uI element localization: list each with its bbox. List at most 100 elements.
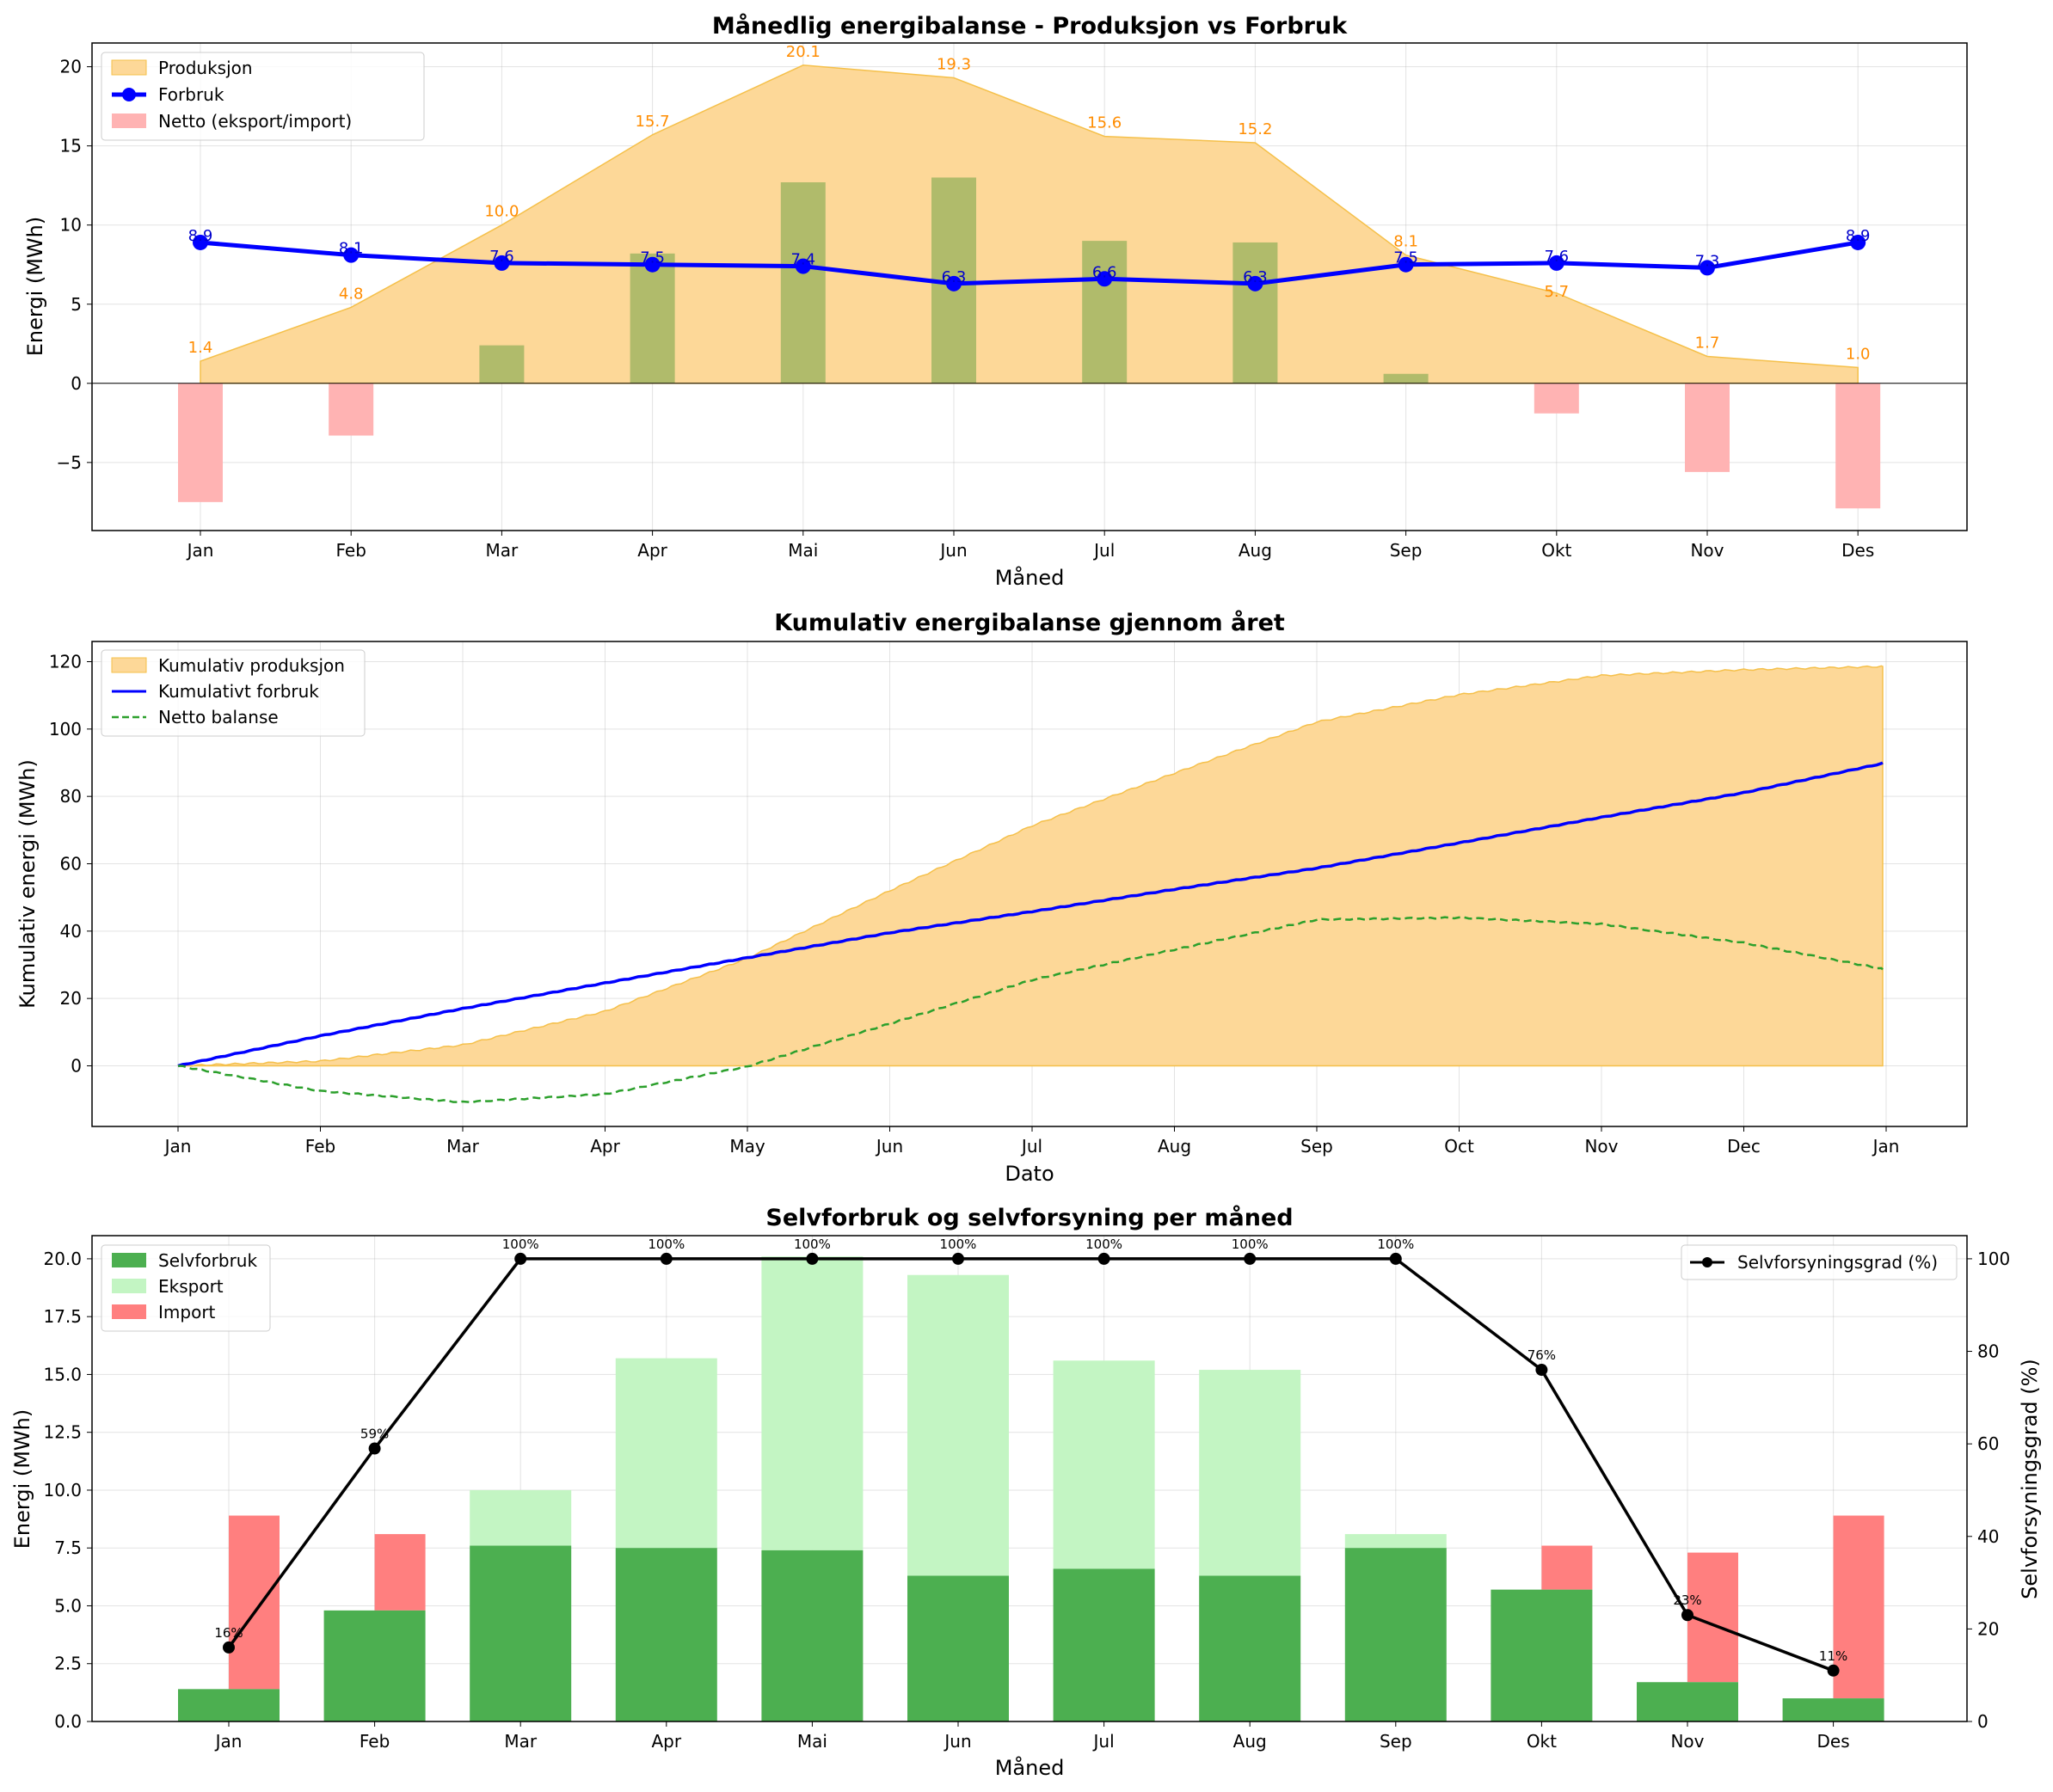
self-sufficiency-label: 100%	[1377, 1237, 1414, 1252]
net-bar-Des	[1835, 383, 1881, 509]
y-tick-label: 5.0	[54, 1595, 82, 1616]
legend-1: Produksjon Forbruk Netto (eksport/import…	[101, 52, 425, 141]
plot-frame-1	[91, 42, 1968, 531]
plot-frame-2	[91, 641, 1968, 1127]
net-bar-Mar	[479, 345, 525, 384]
export-bar-Apr	[615, 1358, 717, 1549]
x-tick-label: Feb	[305, 1136, 335, 1157]
y-tick-label: 60	[60, 854, 82, 875]
production-value-label: 1.7	[1695, 334, 1720, 353]
self-sufficiency-point-Aug	[1244, 1252, 1257, 1265]
legend-swatch-netto	[112, 114, 146, 128]
self-consumption-chart: 16% 59% 100% 100% 100% 100% 100% 100% 100% 76% 23%…	[10, 1204, 2042, 1780]
self-sufficiency-label: 100%	[794, 1237, 831, 1252]
export-bar-Jun	[907, 1274, 1009, 1576]
self-sufficiency-line	[227, 1257, 1835, 1672]
consumption-point-Jul	[1097, 271, 1113, 287]
y-tick-label: 0.0	[54, 1711, 82, 1732]
y2-tick-label: 60	[1977, 1433, 1999, 1454]
x-tick-label: Aug	[1158, 1136, 1191, 1157]
consumption-point-Aug	[1247, 275, 1263, 292]
net-bar-Apr	[630, 253, 675, 384]
import-bar-Feb	[374, 1534, 426, 1611]
x-tick-label: Mar	[504, 1731, 538, 1752]
self-consumption-bar-Des	[1782, 1698, 1884, 1721]
consumption-line	[200, 240, 1859, 286]
production-value-label: 5.7	[1544, 283, 1569, 301]
plot-frame-3	[91, 1235, 1968, 1722]
self-sufficiency-label: 100%	[940, 1237, 977, 1252]
consumption-point-Jun	[946, 275, 962, 292]
legend-label-kumprod: Kumulativ produksjon	[158, 655, 345, 676]
consumption-value-label: 7.6	[1544, 248, 1569, 266]
x-tick-label: Jun	[943, 1731, 971, 1752]
self-consumption-bar-Aug	[1199, 1575, 1301, 1721]
legend-swatch-kumprod	[111, 657, 147, 673]
y-tick-label: 0	[71, 373, 82, 394]
x-tick-label: May	[729, 1136, 765, 1157]
consumption-point-Mai	[795, 258, 811, 274]
x-tick-label: Des	[1841, 540, 1874, 561]
production-value-label: 15.2	[1238, 120, 1272, 138]
self-sufficiency-point-Apr	[660, 1252, 673, 1265]
self-sufficiency-label: 76%	[1527, 1347, 1556, 1363]
x-tick-label: Jul	[1092, 540, 1115, 561]
legend-label-eksport: Eksport	[158, 1276, 224, 1297]
self-consumption-bar-Nov	[1637, 1682, 1738, 1721]
legend-2: Kumulativ produksjon Kumulativt forbruk …	[101, 649, 366, 737]
consumption-value-label: 7.3	[1695, 252, 1720, 270]
self-consumption-bar-Apr	[615, 1548, 717, 1721]
y-axis-label-3: Energi (MWh)	[10, 1409, 34, 1550]
y-tick-label: 20	[60, 988, 82, 1009]
export-bar-Jul	[1053, 1360, 1155, 1569]
self-consumption-bar-Jul	[1053, 1568, 1155, 1721]
consumption-value-label: 8.9	[1846, 227, 1871, 245]
x-tick-label: Nov	[1584, 1136, 1618, 1157]
self-consumption-bar-Sep	[1344, 1548, 1447, 1721]
export-bar-Aug	[1199, 1370, 1301, 1576]
self-sufficiency-point-Feb	[368, 1442, 381, 1455]
x-tick-label: Nov	[1670, 1731, 1704, 1752]
chart-title-1: Månedlig energibalanse - Produksjon vs F…	[712, 12, 1348, 40]
consumption-value-label: 6.3	[1243, 268, 1268, 286]
production-value-label: 20.1	[786, 43, 821, 61]
x-tick-label: Jun	[938, 540, 967, 561]
production-value-label: 15.6	[1087, 114, 1122, 132]
self-sufficiency-point-Jan	[223, 1641, 235, 1654]
consumption-value-label: 7.5	[1393, 249, 1418, 267]
self-consumption-bar-Jan	[178, 1689, 280, 1721]
cumulative-balance-chart: Jan Feb Mar Apr May Jun Jul Aug Sep Oct Nov Dec Jan …	[15, 609, 1968, 1186]
consumption-point-Mar	[494, 255, 510, 271]
y-tick-label: 10.0	[43, 1480, 82, 1500]
net-bar-Jul	[1082, 241, 1128, 384]
production-value-label: 1.0	[1846, 345, 1871, 363]
consumption-point-Jan	[193, 234, 208, 250]
legend-label-selvforsyningsgrad: Selvforsyningsgrad (%)	[1737, 1252, 1938, 1273]
self-sufficiency-label: 100%	[1085, 1237, 1122, 1252]
net-balance-line	[177, 916, 1884, 1104]
x-tick-label: Apr	[651, 1731, 681, 1752]
y2-tick-label: 20	[1977, 1618, 1999, 1639]
x-tick-label: Mar	[446, 1136, 480, 1157]
y-tick-label: 0	[71, 1056, 82, 1077]
y-tick-label: 5	[71, 294, 82, 315]
self-consumption-bar-Mai	[761, 1550, 864, 1721]
y2-axis-label-3: Selvforsyningsgrad (%)	[2018, 1359, 2042, 1599]
self-consumption-bar-Okt	[1491, 1589, 1593, 1721]
y-tick-label: 15.0	[43, 1364, 82, 1384]
self-sufficiency-point-Jul	[1097, 1252, 1110, 1265]
export-bar-Sep	[1344, 1534, 1447, 1549]
y-tick-label: 7.5	[54, 1537, 82, 1558]
y-tick-label: 100	[49, 719, 82, 740]
self-sufficiency-point-Mai	[806, 1252, 819, 1265]
x-tick-label: Aug	[1239, 540, 1272, 561]
self-sufficiency-point-Mar	[514, 1252, 527, 1265]
cumulative-consumption-line	[177, 761, 1884, 1068]
y2-tick-label: 100	[1977, 1249, 2010, 1269]
self-consumption-bar-Jun	[907, 1575, 1009, 1721]
legend-swatch-eksport	[112, 1279, 146, 1293]
y2-tick-label: 80	[1977, 1341, 1999, 1362]
x-tick-label: Jan	[1872, 1136, 1900, 1157]
self-sufficiency-point-Okt	[1535, 1364, 1548, 1377]
x-tick-label: Feb	[335, 540, 366, 561]
